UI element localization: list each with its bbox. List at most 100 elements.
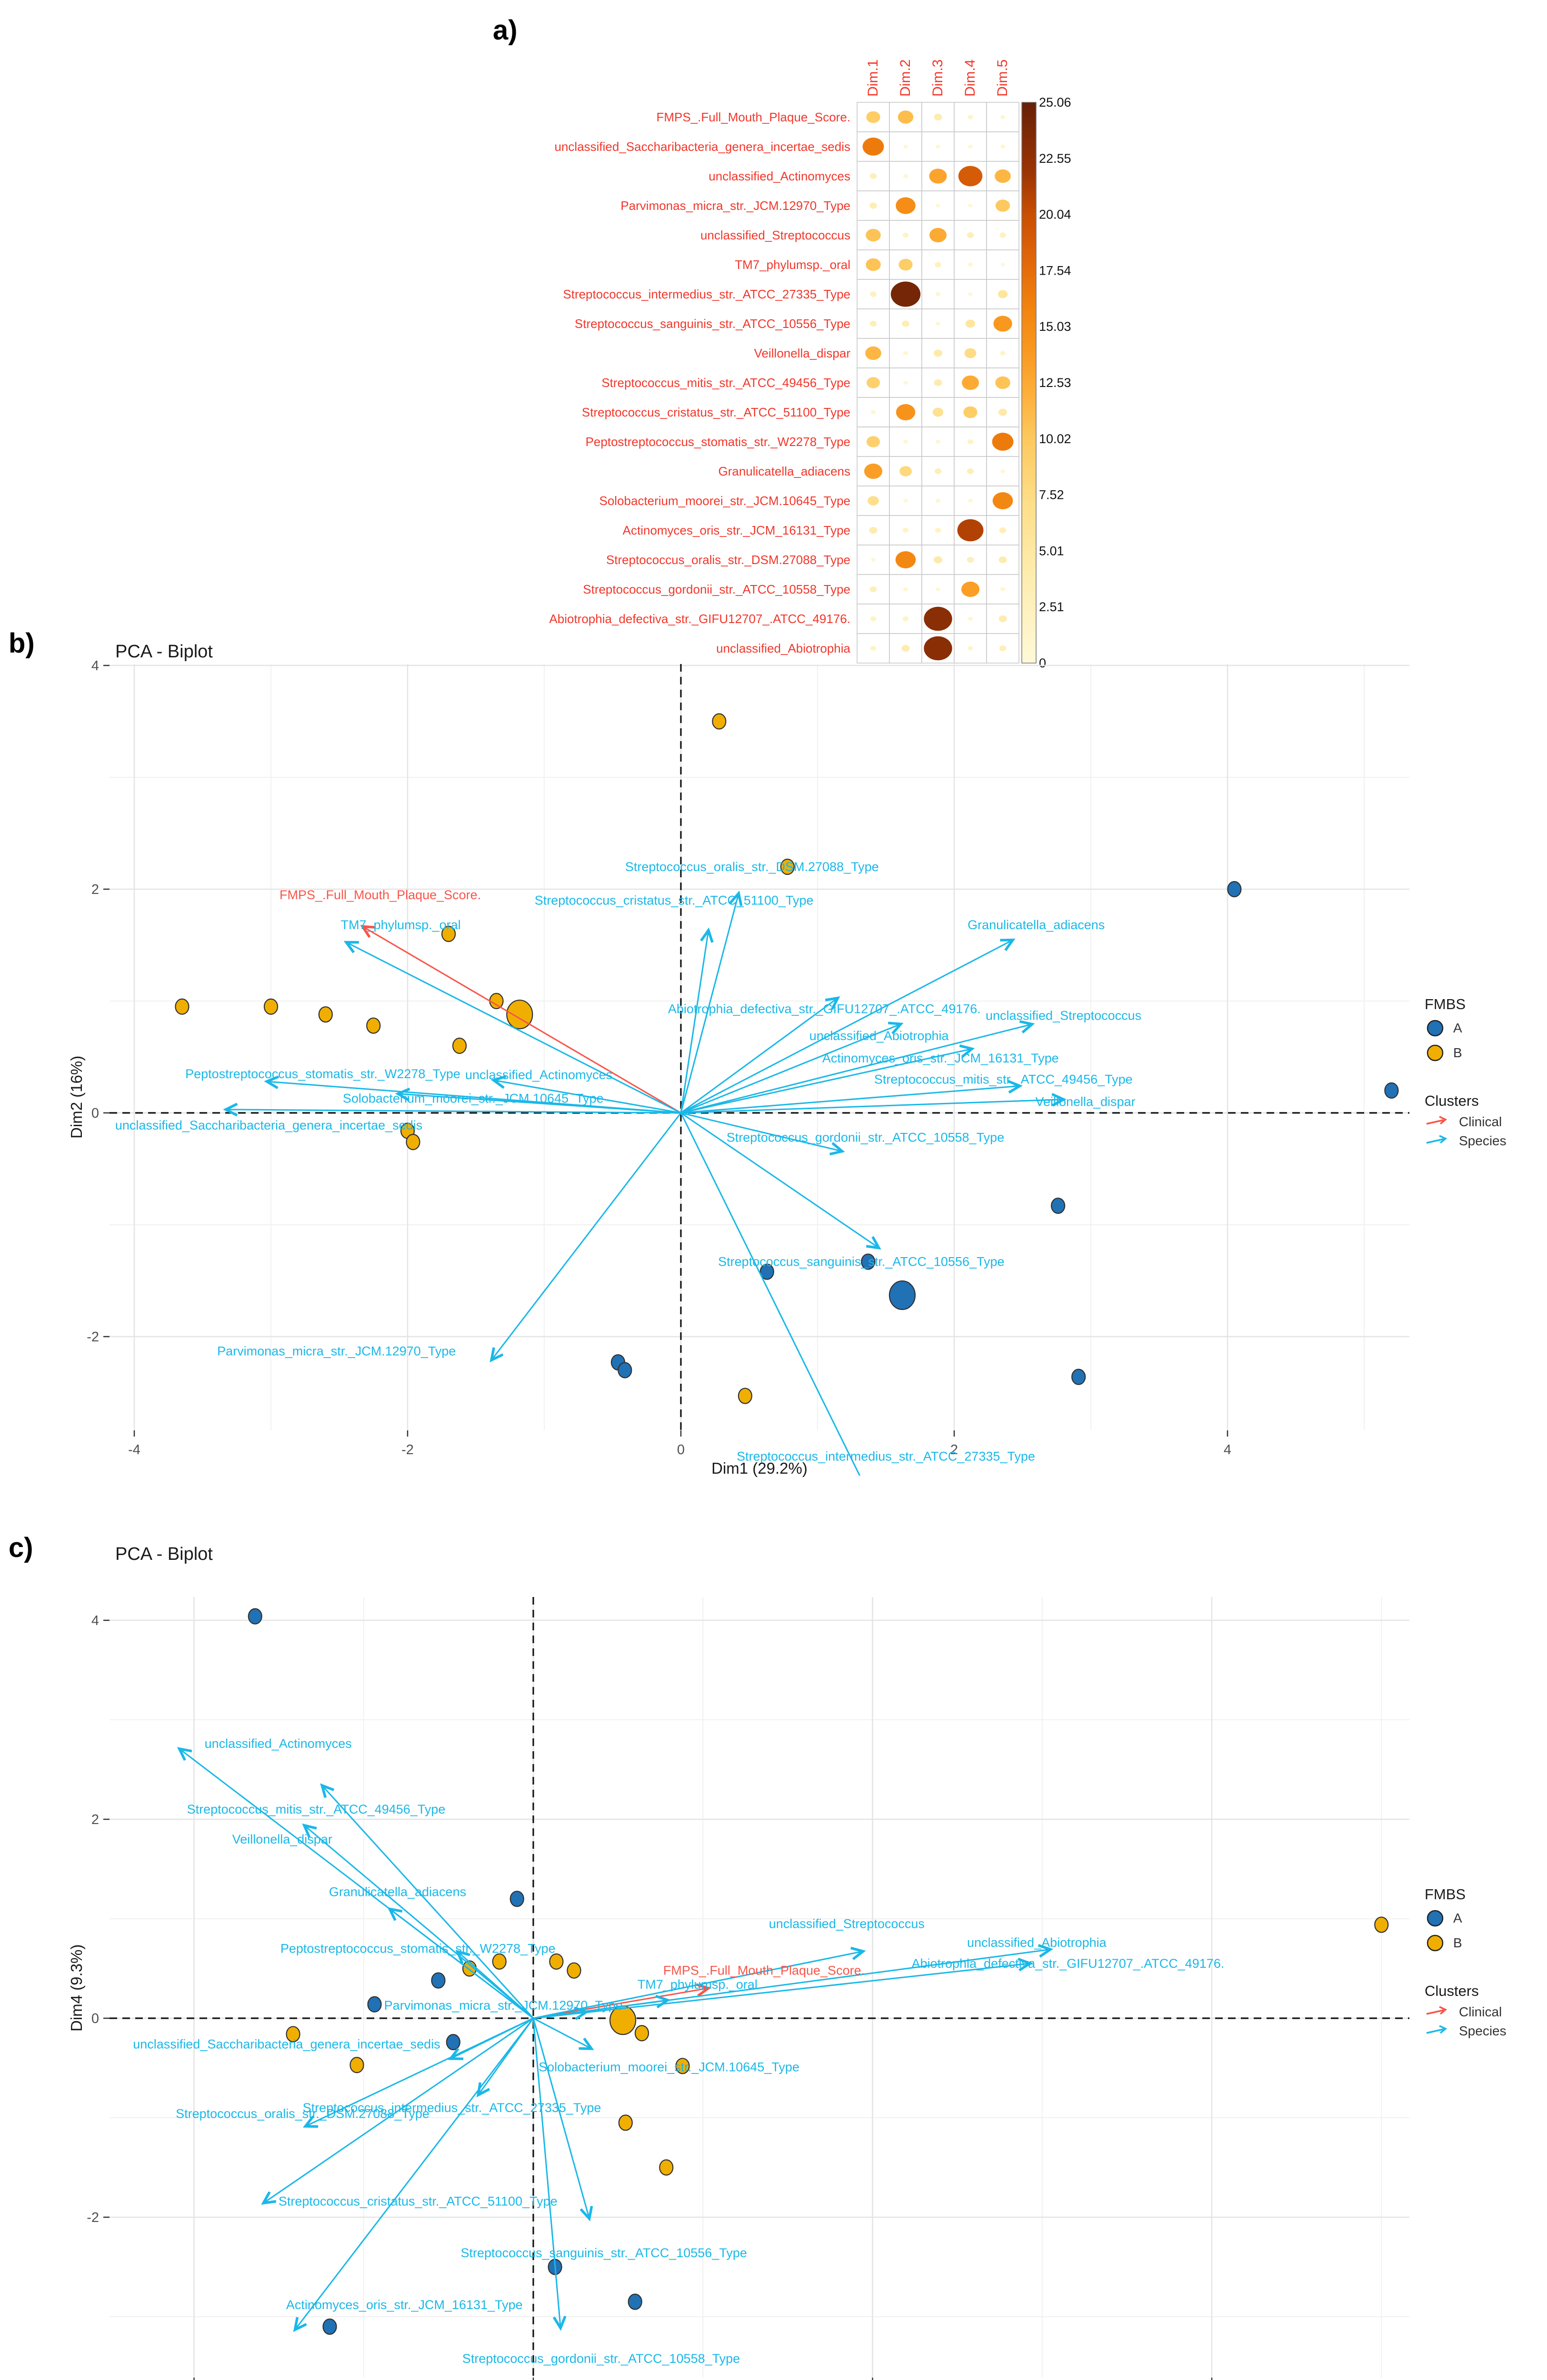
corr-bubble (868, 496, 879, 506)
y-tick-label: -2 (87, 2210, 99, 2225)
panel-c-yaxis-label: Dim4 (9.3%) (68, 1944, 85, 2032)
corr-colorbar-tick: 0 (1039, 656, 1046, 670)
corr-bubble (869, 586, 877, 593)
loading-arrow (533, 2006, 589, 2021)
y-tick-label: 4 (91, 658, 99, 674)
loading-label: Veillonella_dispar (232, 1832, 332, 1846)
loading-label: unclassified_Abiotrophia (967, 1935, 1107, 1950)
loading-arrow (532, 2018, 567, 2331)
loading-label: Parvimonas_micra_str._JCM.12970_Type (217, 1344, 456, 1359)
loading-arrow (395, 1088, 681, 1114)
loading-label: Streptococcus_oralis_str._DSM.27088_Type (625, 860, 879, 874)
corr-bubble (924, 606, 952, 631)
loading-label: unclassified_Streptococcus (769, 1916, 925, 1931)
corr-col-header: Dim.4 (962, 60, 978, 97)
corr-bubble (898, 110, 914, 124)
loading-label: Solobacterium_moorei_str._JCM.10645_Type (343, 1091, 604, 1105)
data-point-b (567, 1962, 581, 1979)
corr-row-label: FMPS_.Full_Mouth_Plaque_Score. (656, 110, 850, 124)
legend-group-a-label: A (1453, 1021, 1462, 1035)
corr-row-label: Streptococcus_cristatus_str._ATCC_51100_… (582, 405, 850, 419)
clinical-arrow-icon (1426, 1116, 1447, 1125)
loading-label: Streptococcus_intermedius_str._ATCC_2733… (303, 2101, 601, 2115)
corr-bubble (902, 616, 909, 622)
loading-arrow (680, 938, 1016, 1114)
corr-bubble (935, 262, 941, 268)
corr-bubble (866, 377, 880, 388)
corr-bubble (998, 556, 1007, 564)
data-point-b (675, 2058, 690, 2074)
corr-bubble (903, 499, 908, 503)
loading-label: Abiotrophia_defectiva_str._GIFU12707_.AT… (911, 1956, 1224, 1971)
corr-bubble (999, 232, 1006, 238)
corr-bubble (992, 492, 1013, 510)
loading-arrow (302, 1823, 534, 2019)
legend-item-group-b: B (1425, 1933, 1547, 1954)
loading-arrow (680, 1093, 1067, 1114)
corr-bubble (871, 558, 876, 562)
panel-b-legend-clusters: Clusters Clinical Species (1425, 1092, 1547, 1152)
corr-bubble (864, 463, 883, 479)
loading-label: FMPS_.Full_Mouth_Plaque_Score. (279, 888, 481, 902)
data-point-a (759, 1263, 774, 1280)
corr-bubble (936, 587, 940, 591)
species-arrow-icon (1426, 2025, 1447, 2034)
data-point-b (492, 1953, 507, 1970)
corr-cell (921, 220, 955, 250)
legend-species-label: Species (1459, 2023, 1507, 2038)
corr-bubble (901, 645, 910, 652)
species-arrow-icon (1426, 1135, 1447, 1144)
legend-group-b-label: B (1453, 1935, 1462, 1950)
corr-row-label: unclassified_Abiotrophia (716, 641, 850, 655)
data-point-b (349, 2057, 364, 2073)
corr-colorbar-tick: 20.04 (1039, 208, 1071, 222)
corr-bubble (999, 527, 1007, 534)
data-point-b (780, 858, 795, 875)
corr-row-label: Peptostreptococcus_stomatis_str._W2278_T… (586, 435, 850, 449)
corr-bubble (964, 348, 977, 358)
corr-bubble (936, 145, 940, 149)
corr-bubble (968, 616, 973, 621)
corr-bubble (935, 527, 941, 533)
corr-colorbar-tick: 25.06 (1039, 95, 1071, 109)
data-point-b (366, 1017, 381, 1034)
corr-bubble (903, 381, 908, 385)
corr-bubble (967, 468, 974, 475)
loading-label: TM7_phylumsp._oral (638, 1977, 758, 1992)
y-tick-label: -2 (87, 1329, 99, 1345)
corr-bubble (962, 375, 979, 390)
corr-bubble (933, 349, 943, 357)
loading-arrow (680, 1112, 845, 1156)
corr-col-header: Dim.2 (898, 60, 913, 97)
corr-bubble (995, 199, 1010, 212)
corr-row-label: Veillonella_dispar (754, 346, 851, 360)
data-point-a (248, 1608, 262, 1625)
data-point-b (175, 998, 190, 1015)
corr-bubble (865, 346, 881, 360)
corr-row-label: Streptococcus_intermedius_str._ATCC_2733… (563, 287, 850, 301)
data-point-b (441, 925, 456, 942)
panel-c-biplot: -2.50.02.55.0-2024FMPS_.Full_Mouth_Plaqu… (87, 1597, 1409, 2380)
loading-label: unclassified_Saccharibacteria_genera_inc… (115, 1118, 422, 1132)
corr-colorbar-tick: 17.54 (1039, 263, 1071, 278)
loading-label: Streptococcus_mitis_str._ATCC_49456_Type (187, 1802, 446, 1816)
legend-species-label: Species (1459, 1133, 1507, 1148)
corr-bubble (869, 173, 877, 179)
corr-row-label: Abiotrophia_defectiva_str._GIFU12707_.AT… (549, 612, 850, 626)
corr-colorbar-tick: 2.51 (1039, 600, 1064, 614)
corr-bubble (870, 410, 876, 415)
corr-bubble (934, 379, 942, 387)
corr-colorbar (1021, 102, 1037, 664)
corr-colorbar-tick: 7.52 (1039, 488, 1064, 502)
corr-col-header: Dim.5 (995, 60, 1010, 97)
loading-arrow (360, 925, 681, 1114)
corr-bubble (1000, 263, 1005, 267)
x-tick-label: -2 (401, 1442, 414, 1458)
corr-bubble (934, 113, 942, 121)
group-b-dot-icon (1427, 1044, 1444, 1061)
corr-bubble (992, 432, 1014, 451)
corr-bubble (968, 262, 973, 267)
loading-label: Veillonella_dispar (1035, 1095, 1135, 1109)
data-point-a (446, 2034, 460, 2051)
loading-arrow (320, 1783, 534, 2019)
